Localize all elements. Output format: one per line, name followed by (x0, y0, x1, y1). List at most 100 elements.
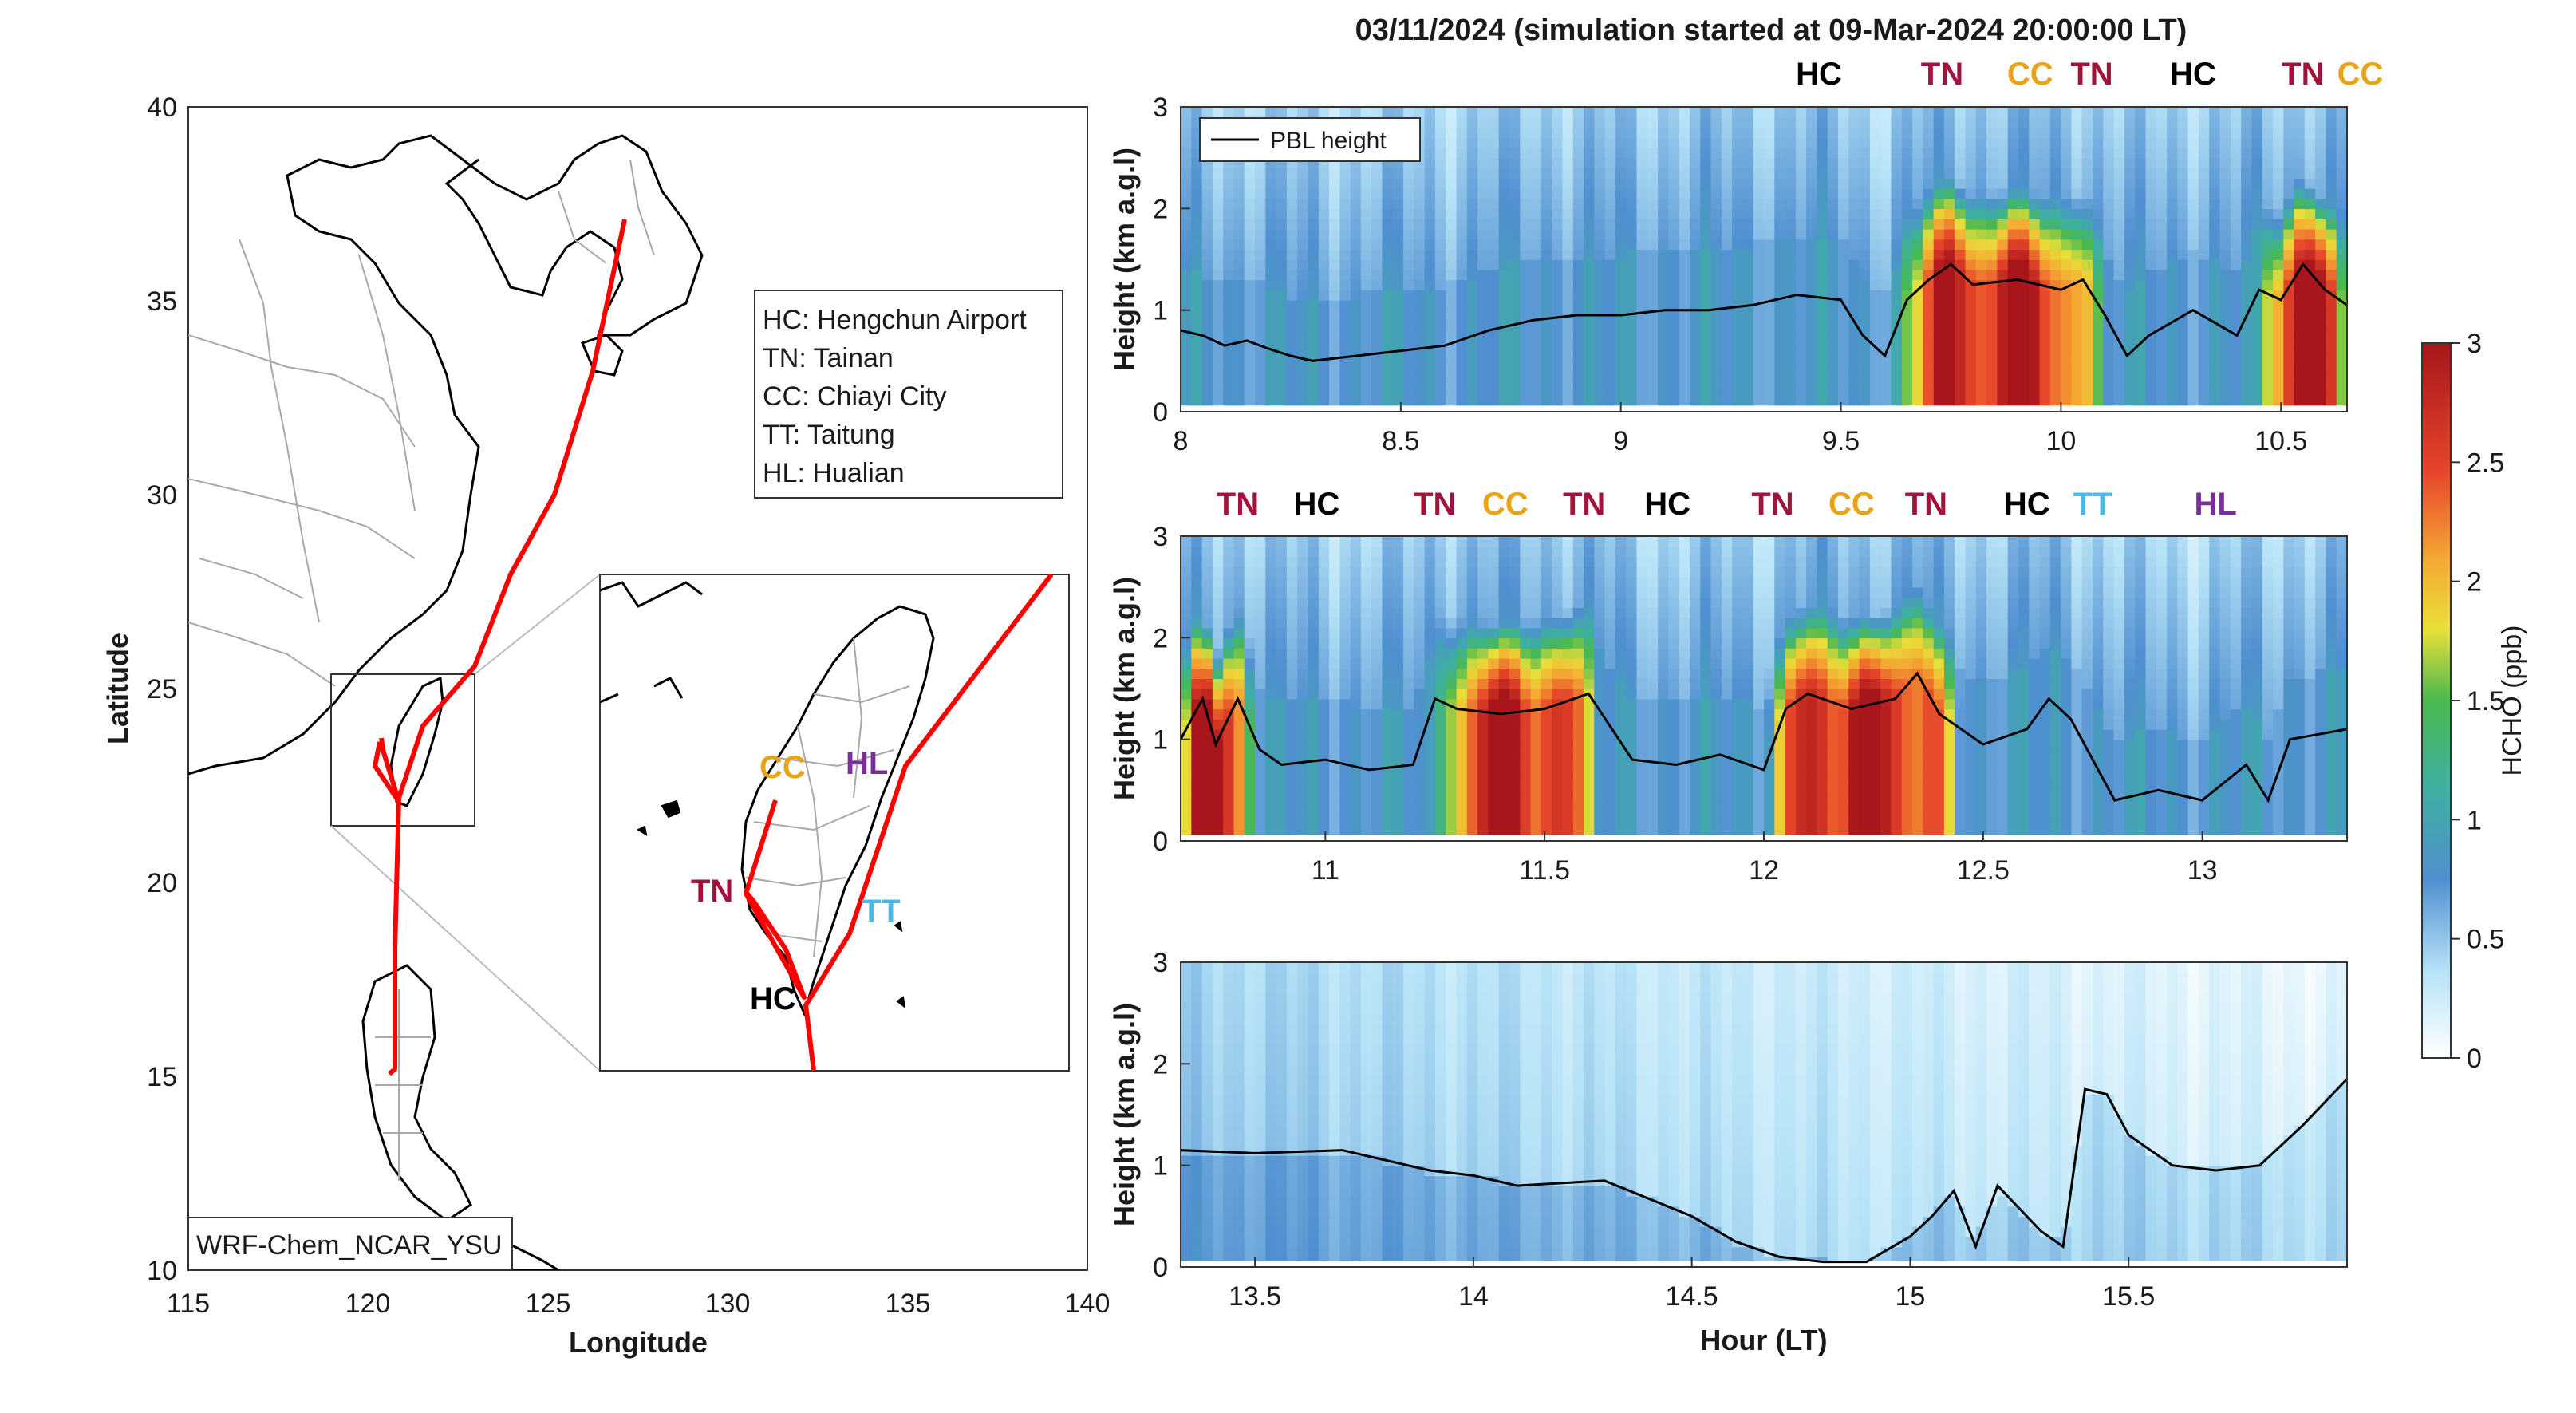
heatmap-cell (1244, 566, 1256, 578)
heatmap-cell (1509, 127, 1521, 138)
heatmap-cell (1181, 208, 1193, 219)
heatmap-cell (1848, 116, 1860, 128)
heatmap-cell (1212, 668, 1224, 679)
heatmap-cell (1456, 698, 1468, 710)
heatmap-cell (1446, 187, 1458, 199)
heatmap-cell (1923, 168, 1935, 179)
heatmap-cell (1742, 708, 1754, 720)
heatmap-cell (1265, 617, 1277, 629)
heatmap-cell (2156, 239, 2168, 250)
heatmap-cell (1382, 657, 1394, 669)
heatmap-cell (1424, 627, 1436, 639)
heatmap-cell (1615, 320, 1627, 331)
heatmap-cell (1604, 340, 1616, 352)
heatmap-cell (1488, 350, 1500, 362)
heatmap-cell (1360, 769, 1372, 781)
heatmap-cell (1244, 698, 1256, 710)
heatmap-cell (1785, 269, 1797, 281)
heatmap-cell (1382, 320, 1394, 331)
inset-label-hc: HC (750, 981, 796, 1016)
heatmap-cell (1530, 249, 1542, 260)
heatmap-cell (2135, 330, 2147, 341)
heatmap-cell (1562, 637, 1574, 649)
heatmap-cell (1233, 648, 1245, 659)
heatmap-cell (2081, 259, 2093, 270)
heatmap-cell (2326, 198, 2337, 210)
heatmap-cell (1604, 576, 1616, 588)
heatmap-cell (1191, 668, 1203, 679)
heatmap-cell (1594, 597, 1606, 608)
heatmap-cell (1817, 299, 1828, 311)
heatmap-cell (1710, 648, 1722, 659)
heatmap-cell (2198, 239, 2210, 250)
heatmap-cell (1901, 330, 1913, 341)
heatmap-cell (2219, 299, 2231, 311)
heatmap-cell (1732, 340, 1744, 352)
heatmap-cell (1753, 228, 1765, 240)
heatmap-cell (1435, 168, 1447, 179)
heatmap-cell (1339, 259, 1351, 270)
heatmap-cell (1181, 546, 1193, 558)
heatmap-cell (1456, 290, 1468, 301)
heatmap-cell (1943, 157, 1955, 169)
heatmap-cell (2326, 249, 2337, 260)
heatmap-cell (1255, 259, 1267, 270)
heatmap-cell (1679, 299, 1690, 311)
heatmap-cell (1774, 127, 1786, 138)
heatmap-cell (1329, 239, 1341, 250)
heatmap-cell (2061, 350, 2073, 362)
heatmap-cell (1584, 749, 1596, 760)
heatmap-cell (1255, 810, 1267, 822)
heatmap-cell (1785, 178, 1797, 189)
heatmap-cell (1785, 208, 1797, 219)
heatmap-cell (1339, 566, 1351, 578)
heatmap-cell (1572, 728, 1584, 740)
heatmap-cell (2156, 228, 2168, 240)
heatmap-cell (1817, 178, 1828, 189)
heatmap-cell (1520, 739, 1532, 751)
heatmap-cell (1700, 627, 1712, 639)
heatmap-cell (2049, 330, 2061, 341)
heatmap-cell (1955, 228, 1967, 240)
heatmap-cell (2209, 259, 2221, 270)
legend-entry-cc: CC: Chiayi City (763, 381, 946, 412)
heatmap-cell (1414, 269, 1426, 281)
map-y-ticks: 10 15 20 25 30 35 40 (147, 93, 177, 1286)
heatmap-cell (2167, 371, 2179, 382)
heatmap-cell (1244, 208, 1256, 219)
heatmap-cell (1466, 607, 1478, 618)
heatmap-cell (1933, 116, 1945, 128)
heatmap-cell (2124, 198, 2136, 210)
heatmap-cell (1244, 617, 1256, 629)
heatmap-cell (1318, 361, 1330, 372)
heatmap-cell (2209, 361, 2221, 372)
heatmap-cell (1604, 597, 1616, 608)
heatmap-cell (1785, 116, 1797, 128)
heatmap-cell (1668, 208, 1680, 219)
heatmap-cell (1562, 371, 1574, 382)
heatmap-cell (2124, 340, 2136, 352)
heatmap-cell (1392, 381, 1404, 393)
heatmap-cell (1838, 269, 1850, 281)
heatmap-cell (1859, 147, 1871, 159)
heatmap-cell (1181, 107, 1193, 118)
heatmap-cell (1488, 586, 1500, 598)
heatmap-cell (1265, 678, 1277, 689)
heatmap-cell (1933, 157, 1945, 169)
heatmap-cell (2198, 157, 2210, 169)
heatmap-cell (1297, 790, 1309, 801)
heatmap-cell (1891, 259, 1903, 270)
heatmap-cell (1403, 820, 1415, 831)
heatmap-cell (1297, 546, 1309, 558)
heatmap-cell (1552, 361, 1564, 372)
heatmap-cell (1710, 330, 1722, 341)
heatmap-cell (1308, 820, 1320, 831)
heatmap-cell (1795, 299, 1807, 311)
heatmap-cell (1530, 728, 1542, 740)
heatmap-cell (2262, 127, 2274, 138)
heatmap-cell (2187, 107, 2199, 118)
heatmap-cell (1817, 320, 1828, 331)
heatmap-cell (2336, 107, 2347, 118)
heatmap-cell (1817, 127, 1828, 138)
heatmap-cell (1520, 689, 1532, 700)
